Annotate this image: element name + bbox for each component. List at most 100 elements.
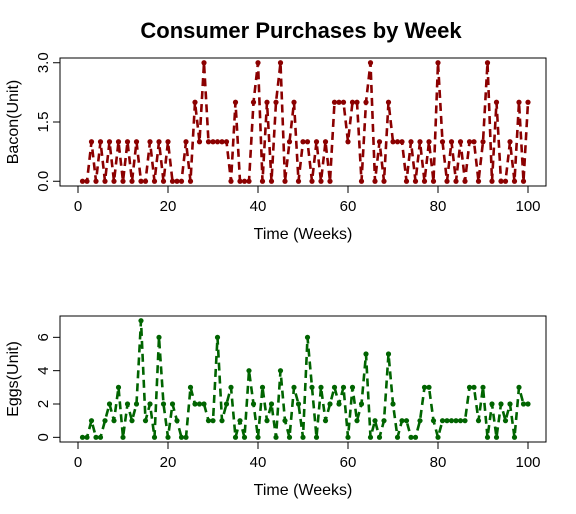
bacon-data-point <box>444 178 450 184</box>
bacon-x-tick-label: 20 <box>160 198 177 215</box>
eggs-data-point <box>457 418 464 424</box>
bacon-data-point <box>291 99 297 105</box>
eggs-data-point <box>97 434 104 440</box>
bacon-data-point <box>466 139 473 145</box>
bacon-data-point <box>435 60 441 66</box>
eggs-x-tick-label: 100 <box>515 454 540 471</box>
eggs-data-point <box>358 401 365 407</box>
eggs-data-point <box>390 401 396 407</box>
bacon-data-point <box>318 178 324 184</box>
eggs-data-point <box>484 434 491 440</box>
eggs-data-point <box>106 401 113 407</box>
bacon-data-point <box>201 60 207 66</box>
eggs-data-point <box>214 334 221 340</box>
eggs-y-tick-label: 0 <box>35 433 52 441</box>
eggs-data-point <box>520 401 527 407</box>
bacon-data-point <box>516 99 522 105</box>
bacon-data-point <box>489 178 495 184</box>
bacon-data-point <box>358 178 365 184</box>
bacon-data-point <box>120 178 126 184</box>
eggs-data-point <box>466 384 473 390</box>
eggs-data-point <box>210 418 216 424</box>
bacon-x-axis-label: Time (Weeks) <box>254 226 353 243</box>
bacon-data-point <box>187 178 194 184</box>
bacon-data-point <box>412 178 419 184</box>
bacon-data-point <box>363 99 369 105</box>
bacon-data-point <box>300 139 306 145</box>
bacon-data-point <box>255 60 261 66</box>
bacon-y-tick-label: 1.5 <box>35 112 52 133</box>
bacon-data-point <box>223 139 230 145</box>
eggs-data-point <box>354 418 360 424</box>
bacon-data-point <box>192 99 198 105</box>
bacon-data-point <box>174 178 180 184</box>
eggs-data-point <box>232 434 239 440</box>
bacon-data-point <box>471 139 477 145</box>
bacon-data-point <box>111 178 117 184</box>
eggs-data-point <box>178 434 185 440</box>
eggs-data-point <box>255 434 261 440</box>
bacon-series-line <box>82 61 530 183</box>
eggs-y-tick-label: 2 <box>35 400 52 408</box>
eggs-data-point <box>331 384 338 390</box>
eggs-x-tick-label: 0 <box>74 454 82 471</box>
figure-title: Consumer Purchases by Week <box>140 18 462 43</box>
eggs-data-point <box>300 434 306 440</box>
eggs-data-point <box>241 434 248 440</box>
eggs-data-point <box>498 401 504 407</box>
bacon-data-point <box>448 139 455 145</box>
eggs-data-point <box>394 434 401 440</box>
eggs-data-point <box>453 418 459 424</box>
eggs-data-point <box>111 418 117 424</box>
eggs-data-point <box>273 434 279 440</box>
eggs-data-point <box>259 384 266 390</box>
eggs-data-point <box>340 384 347 390</box>
bacon-x-tick-label: 80 <box>430 198 447 215</box>
eggs-x-tick-label: 80 <box>430 454 447 471</box>
eggs-data-point <box>228 384 234 390</box>
eggs-data-point <box>129 418 135 424</box>
eggs-data-point <box>313 434 320 440</box>
bacon-data-point <box>421 178 428 184</box>
bacon-data-point <box>165 139 171 145</box>
bacon-data-point <box>475 178 482 184</box>
eggs-data-point <box>439 418 446 424</box>
eggs-data-point <box>219 418 225 424</box>
bacon-data-point <box>246 178 252 184</box>
bacon-x-tick-label: 100 <box>515 198 540 215</box>
bacon-data-point <box>399 139 405 145</box>
eggs-data-point <box>372 418 378 424</box>
eggs-data-point <box>304 334 311 340</box>
eggs-data-point <box>475 418 482 424</box>
eggs-data-point <box>430 418 437 424</box>
bacon-data-point <box>498 178 504 184</box>
bacon-data-point <box>129 178 135 184</box>
eggs-data-point <box>142 418 149 424</box>
bacon-x-tick-label: 40 <box>250 198 267 215</box>
eggs-panel: 0 20 40 60 80 100 0 2 4 6 Time (Weeks) Eggs(Unit) <box>5 315 547 499</box>
eggs-data-point <box>322 418 329 424</box>
eggs-data-point <box>93 434 99 440</box>
bacon-data-point <box>205 139 212 145</box>
bacon-x-tick-label: 0 <box>74 198 82 215</box>
bacon-data-point <box>340 99 347 105</box>
bacon-data-point <box>232 99 239 105</box>
bacon-data-point <box>138 178 144 184</box>
eggs-y-tick-label: 4 <box>35 366 52 374</box>
bacon-y-tick-label: 3.0 <box>35 52 52 73</box>
bacon-data-point <box>115 139 122 145</box>
bacon-data-point <box>268 178 275 184</box>
bacon-data-point <box>453 178 459 184</box>
bacon-data-point <box>102 178 108 184</box>
eggs-data-point <box>502 418 509 424</box>
bacon-data-point <box>277 60 284 66</box>
bacon-data-point <box>345 139 351 145</box>
bacon-data-point <box>493 99 500 105</box>
eggs-series-line <box>82 319 528 439</box>
eggs-data-point <box>187 384 194 390</box>
bacon-data-point <box>385 99 392 105</box>
eggs-data-point <box>426 384 432 390</box>
bacon-data-point <box>349 99 356 105</box>
eggs-data-point <box>444 418 450 424</box>
